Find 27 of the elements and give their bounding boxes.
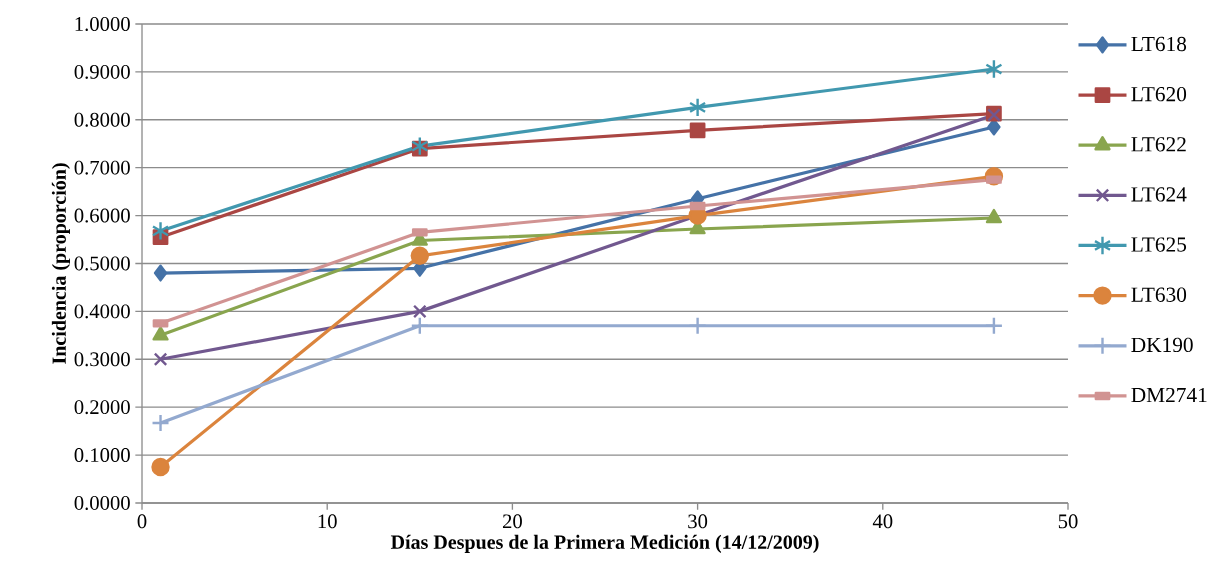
y-tick-label: 1.0000 xyxy=(75,16,130,32)
y-tick-label: 0.8000 xyxy=(74,112,130,127)
y-tick-label: 0.3000 xyxy=(74,352,130,367)
y-tick-label: 0.6000 xyxy=(74,208,130,223)
legend-label: LT625 xyxy=(1131,237,1187,252)
x-tick-label: 20 xyxy=(502,514,522,529)
y-tick-label: 0.1000 xyxy=(74,448,130,463)
y-tick-label: 0.7000 xyxy=(74,160,130,175)
x-tick-label: 50 xyxy=(1058,514,1078,529)
legend-label: LT630 xyxy=(1131,287,1187,302)
y-tick-label: 0.5000 xyxy=(74,256,130,271)
y-tick-label: 0.9000 xyxy=(74,64,130,79)
y-tick-label: 0.2000 xyxy=(74,400,130,415)
x-tick-label: 40 xyxy=(872,514,893,529)
legend-label: LT620 xyxy=(1131,86,1187,102)
legend-label: DK190 xyxy=(1131,337,1193,353)
x-axis-title: Días Despues de la Primera Medición (14/12/2009) xyxy=(390,534,819,553)
x-tick-label: 10 xyxy=(318,514,337,529)
legend-label: DM2741 xyxy=(1131,387,1207,403)
y-tick-label: 0.0000 xyxy=(74,495,130,511)
x-tick-label: 0 xyxy=(137,514,147,529)
legend-label: LT624 xyxy=(1131,187,1187,202)
legend-label: LT622 xyxy=(1131,137,1186,152)
legend-label: LT618 xyxy=(1131,36,1187,52)
y-tick-label: 0.4000 xyxy=(74,304,130,319)
x-tick-label: 30 xyxy=(688,514,708,529)
y-axis-title: Incidencia (proporción) xyxy=(51,163,70,364)
